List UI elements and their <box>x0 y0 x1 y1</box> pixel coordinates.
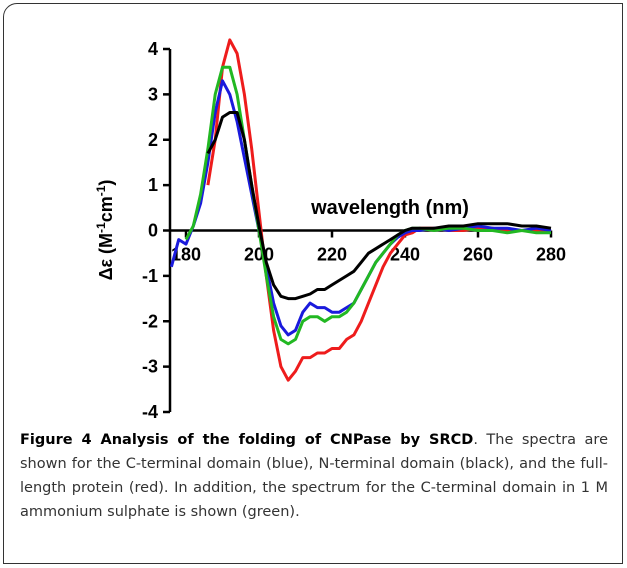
series-line <box>184 65 551 346</box>
series-line <box>206 111 552 301</box>
y-tick-label: -1 <box>142 266 158 286</box>
y-tick-label: 3 <box>148 84 158 104</box>
y-label-sup: -1 <box>94 222 108 233</box>
series-line <box>206 38 551 382</box>
x-axis-title: wavelength (nm) <box>310 197 469 219</box>
figure-frame <box>3 3 623 564</box>
series-line <box>169 79 552 337</box>
x-tick-label: 280 <box>536 245 566 265</box>
y-label-part: ) <box>96 180 116 186</box>
caption-text: . The spectra are shown for the C-termin… <box>20 432 608 520</box>
y-tick-label: -3 <box>142 357 158 377</box>
chart: wavelength (nm) Δε (M-1cm-1) -4-3-2-1012… <box>94 38 566 420</box>
caption: Figure 4 Analysis of the folding of CNPa… <box>20 428 608 524</box>
y-tick-label: -4 <box>142 402 158 420</box>
x-tick-label: 180 <box>171 245 201 265</box>
y-tick-label: 0 <box>148 221 158 241</box>
x-tick-label: 260 <box>463 245 493 265</box>
y-label-sup: -1 <box>94 185 108 196</box>
x-tick-label: 200 <box>244 245 274 265</box>
caption-label: Figure 4 Analysis of the folding of CNPa… <box>20 432 474 448</box>
y-tick-label: 4 <box>148 39 158 59</box>
y-tick-label: 2 <box>148 130 158 150</box>
y-tick-label: -2 <box>142 311 158 331</box>
y-label-part: Δε (M <box>96 233 116 280</box>
x-tick-label: 240 <box>390 245 420 265</box>
y-label-part: cm <box>96 196 116 222</box>
x-tick-label: 220 <box>317 245 347 265</box>
y-tick-label: 1 <box>148 175 158 195</box>
y-axis-title: Δε (M-1cm-1) <box>94 180 116 281</box>
